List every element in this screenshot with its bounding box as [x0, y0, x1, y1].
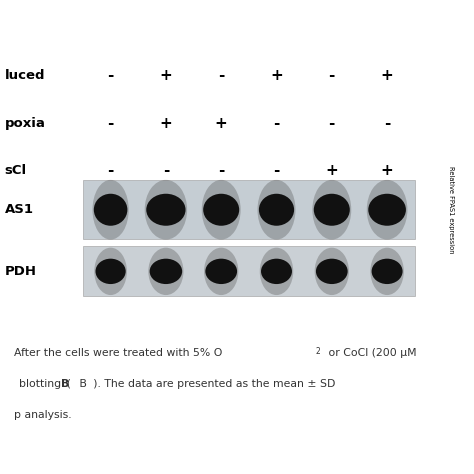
Ellipse shape — [92, 180, 129, 240]
Ellipse shape — [315, 248, 349, 295]
Ellipse shape — [316, 259, 347, 284]
Text: -: - — [108, 68, 114, 83]
Text: AS1: AS1 — [5, 203, 34, 216]
Bar — [83, 180, 415, 239]
Ellipse shape — [202, 180, 241, 240]
Text: +: + — [326, 163, 338, 178]
Text: After the cells were treated with 5% O: After the cells were treated with 5% O — [14, 348, 223, 358]
Ellipse shape — [368, 194, 406, 226]
Ellipse shape — [259, 194, 294, 226]
Text: Relative FPAS1 expression: Relative FPAS1 expression — [448, 166, 454, 254]
Ellipse shape — [260, 248, 293, 295]
Ellipse shape — [145, 180, 187, 240]
Ellipse shape — [314, 194, 350, 226]
Text: -: - — [273, 116, 280, 131]
Ellipse shape — [370, 248, 404, 295]
Text: +: + — [160, 68, 172, 83]
Text: luced: luced — [5, 69, 45, 82]
Text: PDH: PDH — [5, 264, 37, 278]
Ellipse shape — [94, 194, 128, 226]
Text: 2: 2 — [316, 347, 320, 356]
Ellipse shape — [204, 248, 238, 295]
Ellipse shape — [205, 259, 237, 284]
Text: -: - — [384, 116, 390, 131]
Text: +: + — [160, 116, 172, 131]
Text: or CoCl (200 μM: or CoCl (200 μM — [325, 348, 416, 358]
Text: +: + — [270, 68, 283, 83]
Ellipse shape — [367, 180, 408, 240]
Text: +: + — [215, 116, 228, 131]
Text: +: + — [381, 68, 393, 83]
Ellipse shape — [150, 259, 182, 284]
Ellipse shape — [261, 259, 292, 284]
Ellipse shape — [203, 194, 239, 226]
Text: -: - — [328, 116, 335, 131]
Ellipse shape — [257, 180, 295, 240]
Bar — [83, 246, 415, 296]
Ellipse shape — [94, 248, 127, 295]
Text: -: - — [108, 116, 114, 131]
Text: sCl: sCl — [5, 164, 27, 177]
Text: p analysis.: p analysis. — [14, 410, 72, 420]
Ellipse shape — [372, 259, 402, 284]
Text: -: - — [108, 163, 114, 178]
Ellipse shape — [148, 248, 183, 295]
Text: poxia: poxia — [5, 117, 46, 130]
Ellipse shape — [146, 194, 185, 226]
Text: -: - — [218, 163, 224, 178]
Text: -: - — [218, 68, 224, 83]
Text: blotting  (    B   ). The data are presented as the mean ± SD: blotting ( B ). The data are presented a… — [19, 379, 335, 389]
Text: -: - — [273, 163, 280, 178]
Ellipse shape — [95, 259, 126, 284]
Text: -: - — [328, 68, 335, 83]
Ellipse shape — [312, 180, 351, 240]
Text: -: - — [163, 163, 169, 178]
Text: +: + — [381, 163, 393, 178]
Text: B: B — [61, 379, 69, 389]
